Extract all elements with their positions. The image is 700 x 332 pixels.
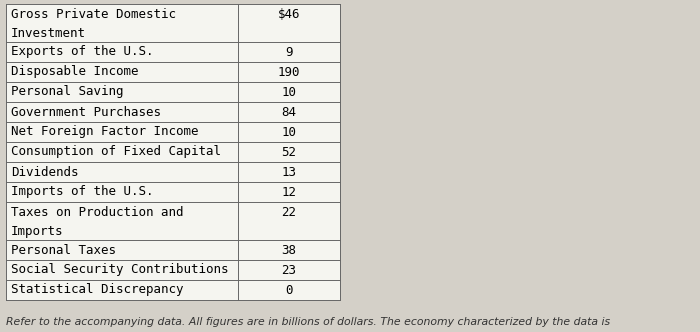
- Text: Exports of the U.S.: Exports of the U.S.: [11, 45, 153, 58]
- Bar: [6, 202, 238, 240]
- Bar: [6, 4, 238, 42]
- Bar: [238, 122, 340, 142]
- Bar: [6, 280, 238, 300]
- Text: Personal Saving: Personal Saving: [11, 86, 123, 99]
- Bar: [238, 280, 340, 300]
- Text: 10: 10: [281, 86, 297, 99]
- Text: 190: 190: [278, 65, 300, 78]
- Bar: [6, 142, 238, 162]
- Text: 0: 0: [286, 284, 293, 296]
- Bar: [6, 42, 238, 62]
- Bar: [238, 82, 340, 102]
- Text: Taxes on Production and: Taxes on Production and: [11, 206, 183, 219]
- Bar: [6, 82, 238, 102]
- Text: Gross Private Domestic: Gross Private Domestic: [11, 8, 176, 21]
- Text: Dividends: Dividends: [11, 165, 78, 179]
- Text: 9: 9: [286, 45, 293, 58]
- Bar: [238, 162, 340, 182]
- Text: Consumption of Fixed Capital: Consumption of Fixed Capital: [11, 145, 221, 158]
- Text: Investment: Investment: [11, 27, 86, 40]
- Text: Imports of the U.S.: Imports of the U.S.: [11, 186, 153, 199]
- Bar: [6, 260, 238, 280]
- Text: Personal Taxes: Personal Taxes: [11, 243, 116, 257]
- Bar: [238, 42, 340, 62]
- Bar: [6, 122, 238, 142]
- Text: 84: 84: [281, 106, 297, 119]
- Text: 23: 23: [281, 264, 297, 277]
- Text: Social Security Contributions: Social Security Contributions: [11, 264, 228, 277]
- Text: 13: 13: [281, 165, 297, 179]
- Bar: [6, 182, 238, 202]
- Bar: [238, 4, 340, 42]
- Text: 22: 22: [281, 206, 297, 218]
- Bar: [238, 202, 340, 240]
- Bar: [238, 182, 340, 202]
- Text: 12: 12: [281, 186, 297, 199]
- Text: $46: $46: [278, 8, 300, 21]
- Bar: [6, 62, 238, 82]
- Bar: [238, 62, 340, 82]
- Bar: [6, 102, 238, 122]
- Bar: [6, 240, 238, 260]
- Text: 10: 10: [281, 125, 297, 138]
- Text: Net Foreign Factor Income: Net Foreign Factor Income: [11, 125, 199, 138]
- Text: Disposable Income: Disposable Income: [11, 65, 139, 78]
- Text: 52: 52: [281, 145, 297, 158]
- Text: 38: 38: [281, 243, 297, 257]
- Text: Refer to the accompanying data. All figures are in billions of dollars. The econ: Refer to the accompanying data. All figu…: [6, 317, 610, 327]
- Bar: [238, 102, 340, 122]
- Bar: [6, 162, 238, 182]
- Bar: [238, 240, 340, 260]
- Bar: [238, 260, 340, 280]
- Bar: [238, 142, 340, 162]
- Text: Statistical Discrepancy: Statistical Discrepancy: [11, 284, 183, 296]
- Text: Imports: Imports: [11, 225, 64, 238]
- Text: Government Purchases: Government Purchases: [11, 106, 161, 119]
